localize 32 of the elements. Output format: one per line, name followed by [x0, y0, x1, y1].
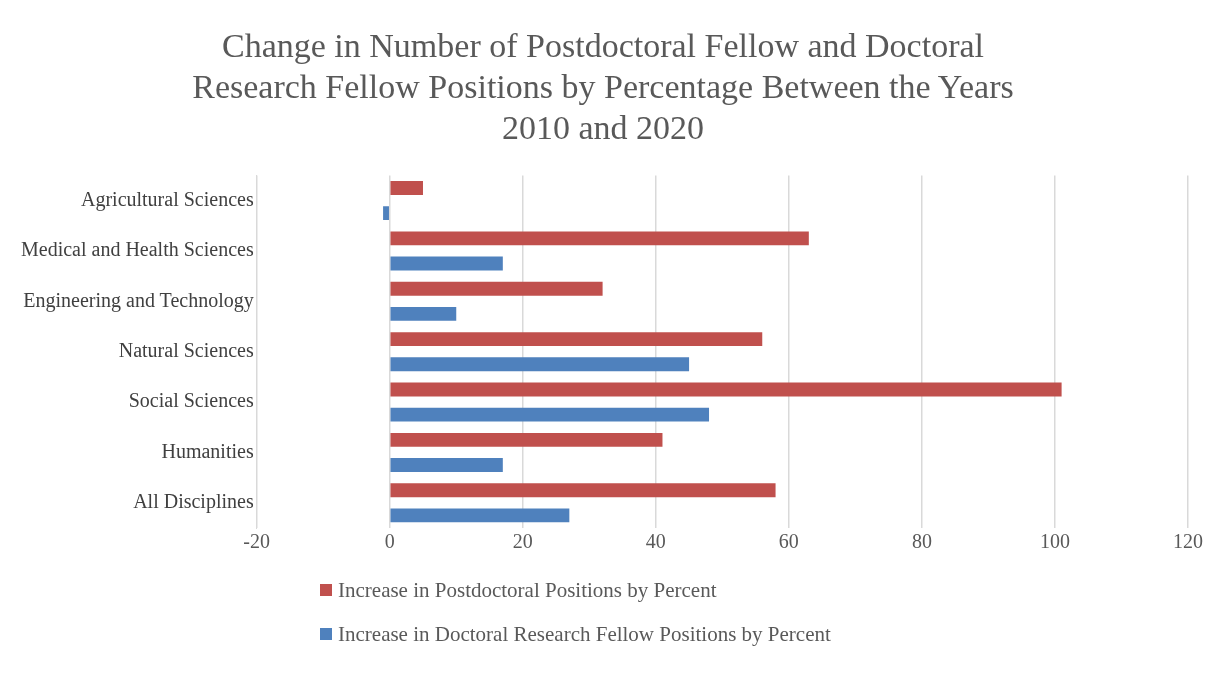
x-tick-label: 20 [512, 530, 533, 553]
x-tick-label: 60 [778, 530, 799, 553]
bar [390, 508, 570, 523]
bar [383, 206, 389, 221]
x-tick-label: -20 [243, 530, 271, 553]
y-tick-label: Agricultural Sciences [80, 187, 254, 211]
bar [390, 382, 1062, 397]
y-tick-label: Humanities [161, 439, 254, 462]
x-tick-label: 40 [645, 530, 666, 553]
y-tick-label: All Disciplines [133, 490, 254, 514]
x-tick-label: 120 [1173, 530, 1203, 553]
bar [390, 483, 776, 498]
bar [390, 181, 423, 195]
y-tick-label: Medical and Health Sciences [21, 238, 254, 261]
bar [390, 458, 503, 472]
legend-label: Increase in Doctoral Research Fellow Positions by Percent [338, 621, 831, 647]
x-tick-label: 0 [384, 530, 395, 553]
y-tick-label: Natural Sciences [118, 338, 254, 361]
y-tick-label: Engineering and Technology [23, 288, 254, 312]
x-tick-label: 80 [911, 530, 932, 553]
bar [390, 281, 603, 296]
bar [390, 332, 763, 347]
bar [390, 432, 663, 447]
legend-label: Increase in Postdoctoral Positions by Percent [338, 577, 717, 603]
bar [390, 407, 710, 422]
bar [390, 256, 503, 271]
y-tick-label: Social Sciences [128, 389, 254, 412]
bar [390, 231, 809, 246]
bar [390, 357, 690, 372]
bar [390, 307, 457, 321]
x-tick-label: 100 [1039, 530, 1070, 553]
chart-title: Change in Number of Postdoctoral Fellow and Doctoral Research Fellow Positions by Percentage Between the Years 2010 and 2020 [192, 27, 1014, 146]
